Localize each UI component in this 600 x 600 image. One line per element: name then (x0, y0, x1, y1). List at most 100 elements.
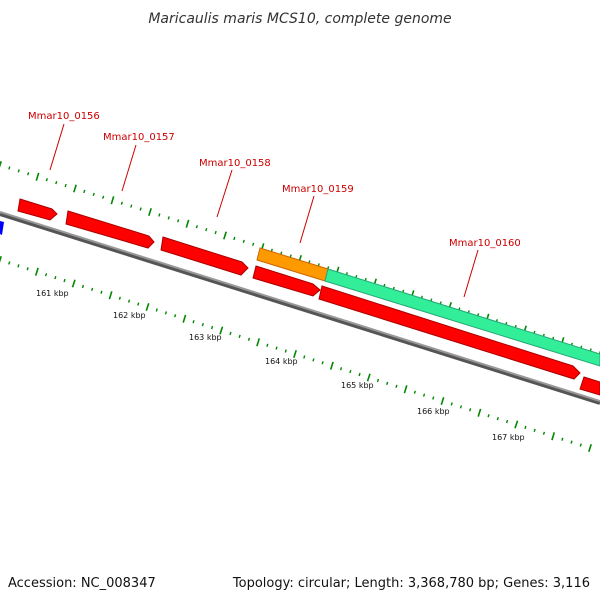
scale-dot-28 (256, 338, 261, 347)
outer-dot-2 (17, 169, 20, 173)
scale-dot-31 (284, 349, 287, 353)
genome-summary-text: Topology: circular; Length: 3,368,780 bp… (232, 576, 590, 591)
scale-dot-34 (312, 358, 315, 362)
outer-dot-13 (120, 201, 123, 205)
outer-dot-9 (83, 189, 86, 194)
outer-dot-0 (0, 160, 2, 168)
scale-dot-44 (403, 385, 408, 394)
outer-dot-25 (233, 236, 236, 241)
scale-dot-6 (54, 275, 57, 280)
scale-dot-30 (275, 346, 278, 350)
scale-label-161: 161 kbp (36, 289, 69, 298)
gene-feature-red-lower-3[interactable] (579, 376, 600, 396)
outer-dot-20 (185, 219, 190, 228)
outer-dot-15 (139, 207, 142, 211)
scale-dot-49 (450, 402, 453, 406)
outer-dot-11 (102, 195, 105, 199)
gene-feature-red-lower-1[interactable] (252, 265, 321, 297)
outer-dot-7 (64, 183, 67, 188)
outer-dot-27 (252, 242, 255, 246)
outer-dot-24 (223, 231, 227, 240)
scale-dot-46 (422, 393, 426, 397)
gene-label-mmar10-0159[interactable]: Mmar10_0159 (282, 184, 354, 195)
scale-dot-53 (487, 414, 490, 418)
genome-backbone (0, 211, 600, 402)
scale-dot-50 (459, 405, 463, 409)
outer-dot-5 (45, 178, 48, 182)
gene-feature-mmar10-0157[interactable] (65, 210, 155, 249)
gene-label-mmar10-0158[interactable]: Mmar10_0158 (199, 158, 271, 169)
outer-dot-6 (55, 180, 58, 185)
scale-dot-7 (63, 278, 66, 283)
outer-dot-1 (8, 166, 11, 170)
scale-dot-21 (192, 320, 195, 324)
outer-dot-10 (92, 192, 95, 197)
scale-dot-16 (145, 302, 150, 312)
gene-label-mmar10-0160[interactable]: Mmar10_0160 (449, 238, 521, 249)
scale-dot-61 (561, 437, 564, 441)
scale-dot-64 (588, 443, 592, 453)
scale-dot-40 (366, 373, 371, 382)
leader-line-mmar10-0160 (463, 249, 479, 298)
outer-dot-3 (27, 172, 30, 176)
scale-dot-29 (266, 343, 269, 347)
map-title: Maricaulis maris MCS10, complete genome (148, 11, 451, 27)
scale-dot-48 (440, 396, 445, 406)
scale-dot-42 (386, 381, 389, 386)
scale-dot-9 (81, 284, 85, 289)
scale-dot-8 (71, 279, 76, 288)
gene-feature-mmar10-0156[interactable] (17, 198, 58, 221)
scale-label-164: 164 kbp (265, 357, 298, 366)
scale-dot-45 (413, 390, 416, 394)
scale-dot-12 (108, 291, 113, 300)
outer-dot-17 (158, 213, 161, 217)
scale-dot-24 (219, 326, 224, 335)
scale-dotted-track (0, 255, 592, 453)
scale-dot-3 (26, 267, 29, 271)
outer-dot-22 (205, 227, 208, 232)
scale-dot-11 (100, 290, 103, 294)
scale-dot-27 (247, 337, 251, 341)
outer-dot-12 (110, 196, 115, 205)
scale-dot-2 (17, 264, 20, 268)
scale-dot-47 (432, 396, 435, 400)
leader-line-mmar10-0158 (216, 169, 233, 218)
outer-dot-18 (167, 216, 170, 220)
scale-dot-38 (349, 369, 352, 374)
scale-dot-5 (44, 273, 48, 277)
scale-dot-51 (469, 408, 472, 412)
outer-dot-19 (177, 219, 180, 223)
gene-feature-red-lower-2[interactable] (318, 285, 581, 380)
scale-dot-54 (496, 416, 499, 421)
gene-feature-mmar10-0160[interactable] (324, 268, 600, 367)
scale-dot-25 (229, 331, 232, 336)
gene-feature-mmar10-0158[interactable] (160, 236, 249, 276)
scale-dot-33 (303, 355, 306, 359)
scale-dot-56 (514, 420, 519, 429)
scale-dot-10 (91, 287, 94, 292)
scale-dot-52 (477, 408, 482, 417)
outer-dot-26 (242, 239, 245, 244)
leader-line-mmar10-0159 (299, 195, 315, 244)
scale-dot-14 (127, 299, 131, 303)
scale-dot-20 (182, 314, 187, 323)
scale-dot-43 (395, 384, 398, 388)
outer-dot-21 (195, 225, 198, 229)
scale-dot-55 (505, 419, 509, 424)
scale-label-165: 165 kbp (341, 381, 374, 390)
scale-dot-1 (8, 261, 11, 265)
gene-label-mmar10-0157[interactable]: Mmar10_0157 (103, 132, 175, 143)
scale-dot-41 (376, 378, 380, 383)
gene-label-mmar10-0156[interactable]: Mmar10_0156 (28, 111, 100, 122)
scale-dot-19 (174, 314, 177, 318)
scale-dot-35 (321, 361, 324, 365)
scale-dot-32 (293, 349, 297, 359)
scale-label-166: 166 kbp (417, 407, 450, 416)
scale-dot-15 (137, 302, 140, 306)
outer-dot-23 (214, 230, 217, 235)
scale-dot-0 (0, 255, 2, 263)
gene-feature-left-blue[interactable] (0, 221, 4, 235)
scale-dot-36 (329, 361, 334, 370)
scale-dot-37 (339, 367, 343, 371)
scale-dot-59 (542, 431, 546, 435)
